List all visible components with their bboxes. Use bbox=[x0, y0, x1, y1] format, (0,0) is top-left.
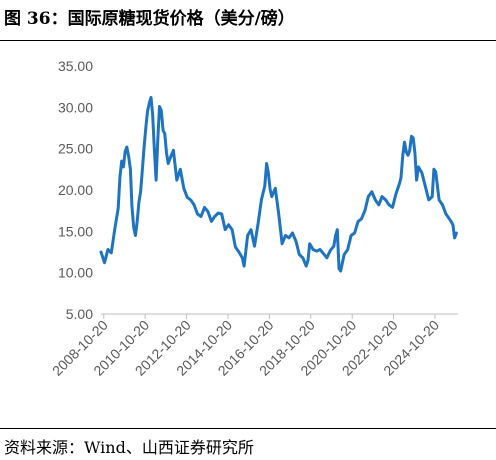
y-tick-label: 25.00 bbox=[58, 141, 93, 157]
sugar-price-chart: 35.00 30.00 25.00 20.00 15.00 10.00 5.00 2008-… bbox=[49, 58, 458, 379]
y-tick-label: 35.00 bbox=[58, 58, 93, 74]
y-tick-label: 10.00 bbox=[58, 265, 93, 281]
chart-title: 图 36：国际原糖现货价格（美分/磅） bbox=[4, 9, 295, 29]
y-tick-label: 30.00 bbox=[58, 99, 93, 115]
y-tick-label: 20.00 bbox=[58, 182, 93, 198]
y-tick-label: 15.00 bbox=[58, 223, 93, 239]
top-rule bbox=[0, 40, 496, 41]
bottom-rule bbox=[0, 428, 496, 429]
source-note: 资料来源：Wind、山西证券研究所 bbox=[4, 438, 254, 457]
x-axis: 2008-10-202010-10-202012-10-202014-10-20… bbox=[49, 313, 458, 379]
y-axis: 35.00 30.00 25.00 20.00 15.00 10.00 5.00 bbox=[58, 58, 93, 322]
y-tick-label: 5.00 bbox=[66, 306, 93, 322]
series-line bbox=[99, 95, 458, 273]
